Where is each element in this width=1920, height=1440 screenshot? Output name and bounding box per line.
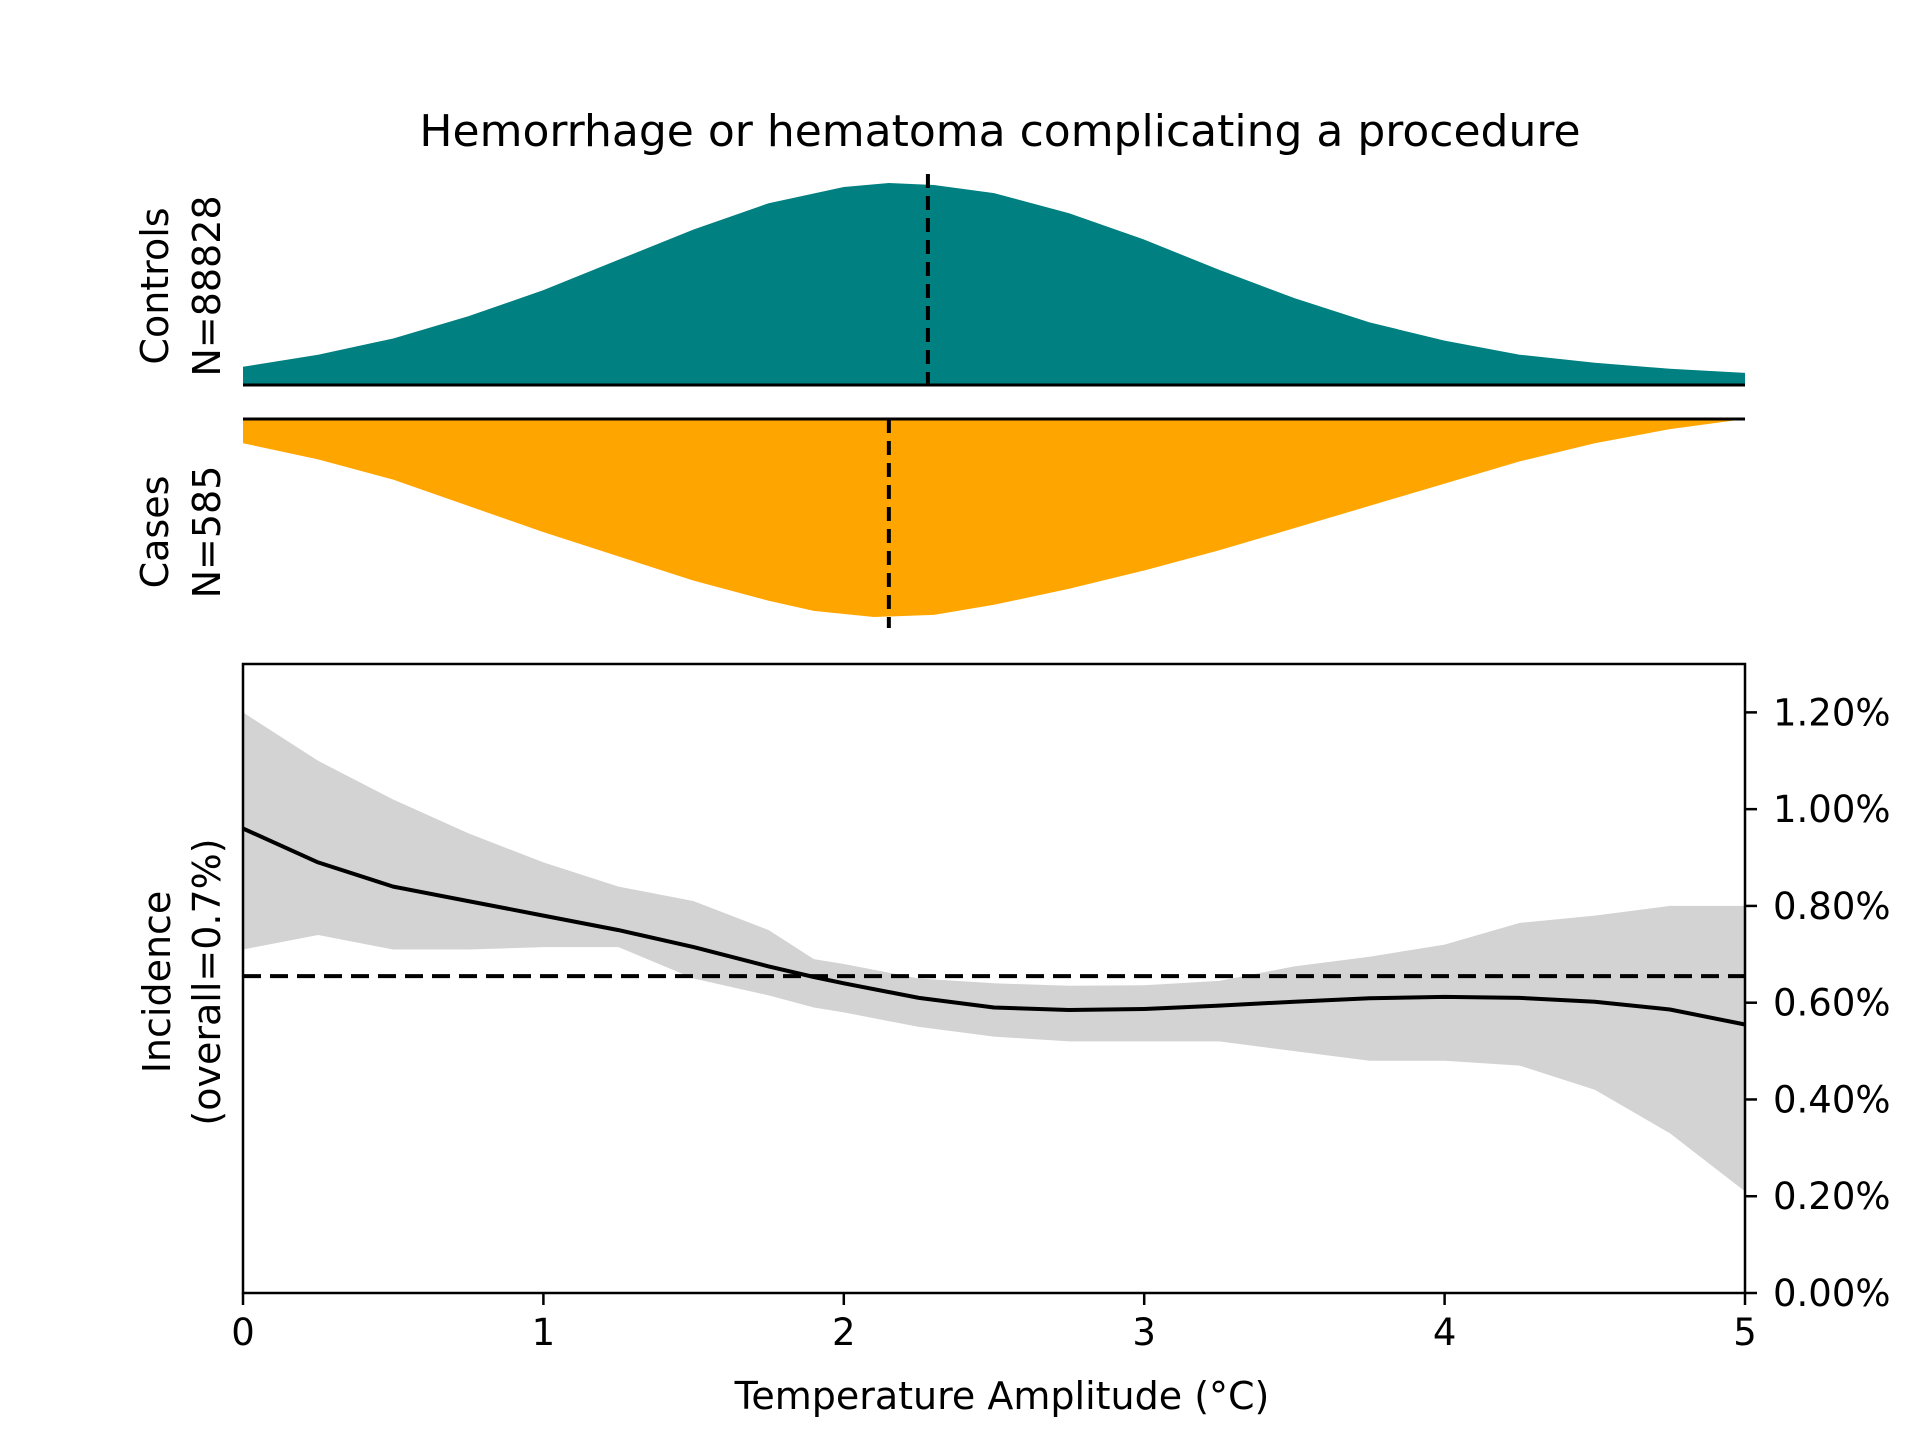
x-tick-label: 4: [1433, 1311, 1457, 1354]
incidence-plot-frame: [241, 662, 1747, 1295]
x-axis-label: Temperature Amplitude (°C): [734, 1374, 1270, 1418]
incidence-ci-band: [243, 712, 1745, 1192]
y-tick-label: 0.20%: [1773, 1175, 1891, 1218]
incidence-panel: 0 1 2 3 4 5 0.00% 0.20% 0.40% 0.60% 0.80% 1.00% 1.2…: [135, 662, 1891, 1418]
x-tick-label: 5: [1733, 1311, 1757, 1354]
controls-density-area: [243, 183, 1745, 385]
x-tick-label: 0: [231, 1311, 255, 1354]
y-axis-ticks: 0.00% 0.20% 0.40% 0.60% 0.80% 1.00% 1.20%: [1745, 691, 1891, 1315]
cases-label: Cases: [133, 476, 177, 589]
y-tick-label: 1.20%: [1773, 691, 1891, 734]
cases-n-label: N=585: [185, 466, 229, 599]
x-axis-ticks: 0 1 2 3 4 5: [231, 1293, 1757, 1354]
y-tick-label: 1.00%: [1773, 788, 1891, 831]
chart-title: Hemorrhage or hematoma complicating a pr…: [419, 106, 1580, 157]
x-tick-label: 3: [1132, 1311, 1156, 1354]
x-tick-label: 2: [832, 1311, 856, 1354]
controls-panel: Controls N=88828: [133, 174, 1745, 387]
y-tick-label: 0.80%: [1773, 885, 1891, 928]
x-tick-label: 1: [532, 1311, 556, 1354]
cases-density-area: [243, 419, 1745, 617]
controls-label: Controls: [133, 207, 177, 364]
incidence-line: [242, 826, 1746, 1027]
y-axis-label-line2: (overall=0.7%): [185, 838, 229, 1125]
y-tick-label: 0.60%: [1773, 982, 1891, 1025]
y-tick-label: 0.40%: [1773, 1078, 1891, 1121]
y-axis-label-line1: Incidence: [135, 891, 179, 1074]
y-tick-label: 0.00%: [1773, 1272, 1891, 1315]
controls-n-label: N=88828: [185, 195, 229, 376]
cases-panel: Cases N=585: [133, 417, 1745, 628]
